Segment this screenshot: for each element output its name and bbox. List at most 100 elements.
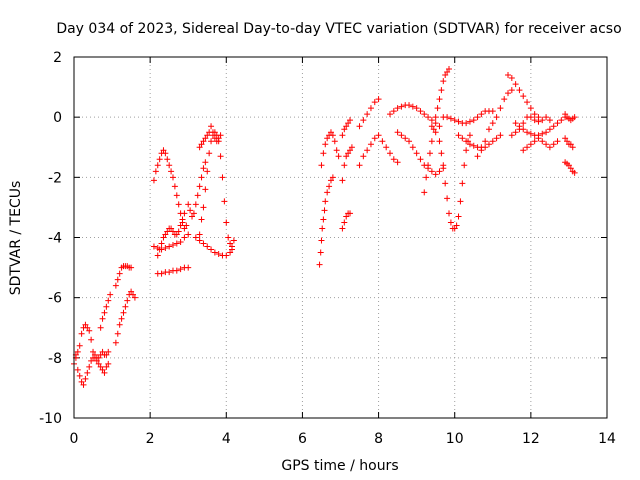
data-point [459,180,466,187]
data-point [131,294,138,301]
data-point [432,114,439,121]
data-point [440,78,447,85]
data-point [122,303,129,310]
data-point [168,168,175,175]
data-point [531,111,538,118]
data-point [562,111,569,118]
data-point [341,162,348,169]
data-point [527,114,534,121]
data-point [166,162,173,169]
data-point [173,231,180,238]
data-point [91,351,98,358]
data-point [95,360,102,367]
data-point [177,222,184,229]
data-point [333,147,340,154]
data-point [512,81,519,88]
data-point [446,210,453,217]
series-arc-12 [185,159,209,220]
data-point [173,240,180,247]
data-point [97,363,104,370]
data-point [217,153,224,160]
data-point [345,150,352,157]
x-tick-label: 4 [222,431,231,447]
data-point [339,177,346,184]
data-point [208,123,215,130]
series-arc-22 [421,66,453,196]
data-point [120,309,127,316]
data-point [322,141,329,148]
series-arc-1 [71,354,112,388]
series-arc-2 [72,321,112,361]
data-point [485,126,492,133]
data-point [114,330,121,337]
data-point [169,242,176,249]
data-point [185,201,192,208]
data-point [335,153,342,160]
data-point [223,219,230,226]
data-point [516,126,523,133]
data-point [463,120,470,127]
data-point [200,138,207,145]
series-arc-7 [154,264,192,277]
data-point [402,135,409,142]
data-point [198,141,205,148]
data-point [442,180,449,187]
data-point [99,348,106,355]
data-point [164,156,171,163]
series-arc-3 [97,263,135,331]
data-point [204,168,211,175]
data-point [169,174,176,181]
data-point [508,87,515,94]
data-point [213,138,220,145]
data-point [84,369,91,376]
data-point [379,138,386,145]
series-arc-27 [505,72,542,121]
data-point [440,165,447,172]
data-point [156,156,163,163]
data-point [478,111,485,118]
data-point [375,96,382,103]
data-point [438,87,445,94]
data-point [425,114,432,121]
data-point [202,186,209,193]
data-point [434,105,441,112]
data-point [356,123,363,130]
data-point [565,162,572,169]
data-point [329,132,336,139]
data-point [329,174,336,181]
data-point [158,246,165,253]
data-point [318,237,325,244]
data-point [341,219,348,226]
data-point [198,216,205,223]
data-point [316,261,323,268]
data-point [554,138,561,145]
data-point [451,117,458,124]
series-arc-28 [512,114,569,139]
data-point [324,189,331,196]
data-point [497,105,504,112]
data-point [171,183,178,190]
data-point [114,276,121,283]
data-point [417,156,424,163]
data-point [86,327,93,334]
data-point [474,114,481,121]
series-arc-10 [196,123,224,151]
data-point [206,150,213,157]
data-point [175,228,182,235]
data-point [158,270,165,277]
data-point [356,162,363,169]
data-point [97,324,104,331]
data-point [88,336,95,343]
data-point [455,213,462,220]
series-arc-26 [474,87,515,160]
data-point [444,69,451,76]
data-point [406,138,413,145]
data-point [227,240,234,247]
data-point [413,105,420,112]
data-point [112,339,119,346]
data-point [371,99,378,106]
series-arc-17 [339,117,354,139]
data-point [390,108,397,115]
data-point [202,159,209,166]
data-point [550,123,557,130]
